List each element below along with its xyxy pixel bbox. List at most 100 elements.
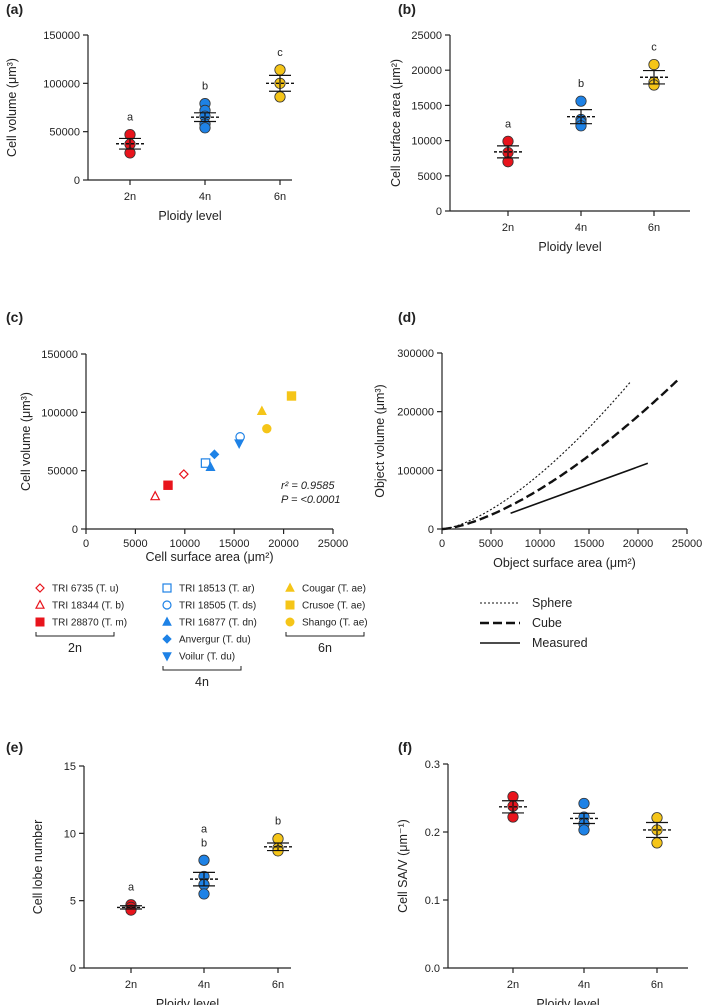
y-tick-label: 300000 bbox=[397, 348, 434, 360]
y-tick-label: 0 bbox=[74, 175, 80, 187]
y-tick-label: 200000 bbox=[397, 407, 434, 419]
y-tick-label: 0 bbox=[70, 963, 76, 975]
y-tick-label: 0.3 bbox=[425, 759, 440, 771]
group-bracket bbox=[285, 632, 365, 637]
legend-entry: TRI 6735 (T. u) bbox=[52, 584, 119, 595]
significance-letter: c bbox=[651, 42, 657, 54]
x-tick-label: 15000 bbox=[574, 538, 605, 550]
p-annotation: P = <0.0001 bbox=[281, 494, 341, 506]
legend-entry: Voilur (T. du) bbox=[179, 652, 235, 663]
y-tick-label: 15000 bbox=[411, 100, 442, 112]
data-point bbox=[163, 480, 173, 490]
significance-letter: a bbox=[505, 118, 512, 130]
legend-marker bbox=[35, 583, 45, 593]
legend-entry: TRI 18513 (T. ar) bbox=[179, 584, 255, 595]
y-tick-label: 50000 bbox=[49, 127, 80, 139]
y-tick-label: 25000 bbox=[411, 30, 442, 42]
y-tick-label: 5 bbox=[70, 896, 76, 908]
x-tick-label: 25000 bbox=[672, 538, 703, 550]
data-point bbox=[651, 812, 663, 824]
panel-label: (c) bbox=[6, 309, 23, 325]
legend-marker bbox=[162, 583, 172, 593]
y-axis bbox=[83, 34, 292, 185]
data-point bbox=[272, 833, 284, 845]
group-label: 2n bbox=[68, 641, 82, 655]
legend-marker bbox=[285, 617, 295, 627]
y-axis bbox=[79, 765, 291, 973]
x-tick-label: 0 bbox=[439, 538, 445, 550]
y-axis-title: Object volume (μm³) bbox=[373, 384, 387, 497]
panel-f: (f) 0.0 0.1 0.2 0.3 2n 4n 6n Ploidy level Cell SA… bbox=[396, 739, 688, 1005]
y-tick-label: 10000 bbox=[411, 136, 442, 148]
significance-letter: c bbox=[277, 47, 283, 59]
data-point bbox=[256, 405, 267, 416]
significance-letter-line: a bbox=[201, 823, 208, 835]
y-tick-label: 0 bbox=[436, 206, 442, 218]
data-point bbox=[648, 58, 660, 71]
legend-marker bbox=[162, 634, 172, 644]
x-tick-label: 6n bbox=[651, 979, 663, 991]
data-point bbox=[149, 490, 161, 501]
series-line-cube bbox=[441, 379, 679, 531]
legend-marker bbox=[35, 617, 45, 627]
panel-a: (a) 0 50000 100000 150000 2n 4n 6n Ploidy level C… bbox=[5, 1, 294, 223]
data-point bbox=[274, 91, 286, 103]
legend-entry: TRI 18344 (T. b) bbox=[52, 601, 124, 612]
y-tick-label: 0.0 bbox=[425, 963, 440, 975]
data-point bbox=[199, 122, 211, 134]
x-axis-title: Ploidy level bbox=[156, 997, 219, 1005]
data-point bbox=[575, 95, 587, 107]
significance-letter-line: b bbox=[201, 837, 207, 849]
panel-label: (e) bbox=[6, 739, 23, 755]
data-point bbox=[234, 439, 245, 449]
y-tick-label: 100000 bbox=[397, 465, 434, 477]
y-tick-label: 0.1 bbox=[425, 895, 440, 907]
x-tick-label: 10000 bbox=[170, 538, 201, 550]
x-tick-label: 4n bbox=[199, 191, 211, 203]
x-tick-label: 4n bbox=[578, 979, 590, 991]
significance-letter: b bbox=[578, 78, 584, 90]
y-tick-label: 0 bbox=[428, 524, 434, 536]
series-line-measured bbox=[510, 462, 649, 514]
data-point bbox=[286, 391, 297, 401]
group-bracket bbox=[35, 632, 115, 637]
r2-annotation: r² = 0.9585 bbox=[281, 480, 335, 492]
y-axis bbox=[443, 763, 688, 973]
x-tick-label: 2n bbox=[124, 191, 136, 203]
data-point bbox=[209, 449, 220, 460]
legend-entry: Cougar (T. ae) bbox=[302, 584, 366, 595]
y-tick-label: 150000 bbox=[41, 349, 78, 361]
x-axis-title: Ploidy level bbox=[536, 997, 599, 1005]
data-point bbox=[262, 423, 272, 434]
x-tick-label: 6n bbox=[648, 222, 660, 234]
axes bbox=[81, 353, 334, 534]
y-tick-label: 0.2 bbox=[425, 827, 440, 839]
significance-letter: b bbox=[202, 81, 208, 93]
y-axis-title: Cell volume (μm³) bbox=[5, 58, 19, 157]
legend-label: Cube bbox=[532, 616, 562, 630]
panel-label: (a) bbox=[6, 1, 23, 17]
y-axis-title: Cell surface area (μm²) bbox=[389, 59, 403, 187]
group-label: 4n bbox=[195, 675, 209, 689]
y-axis-title: Cell SA/V (μm⁻¹) bbox=[396, 819, 410, 913]
y-tick-label: 5000 bbox=[418, 171, 442, 183]
x-tick-label: 6n bbox=[274, 191, 286, 203]
panel-e: (e) 0 5 10 15 2n 4n 6n Ploidy level Cell lobe num… bbox=[6, 739, 292, 1005]
x-tick-label: 20000 bbox=[268, 538, 299, 550]
x-tick-label: 5000 bbox=[479, 538, 503, 550]
data-point bbox=[578, 824, 590, 836]
y-tick-label: 20000 bbox=[411, 65, 442, 77]
legend-marker bbox=[285, 600, 295, 610]
legend-entry: Anvergur (T. du) bbox=[179, 635, 251, 646]
data-point bbox=[198, 888, 210, 900]
legend-c: TRI 6735 (T. u) TRI 18344 (T. b) TRI 28870… bbox=[35, 582, 368, 689]
axes bbox=[437, 352, 688, 534]
panel-d: (d) 0 100000 200000 300000 0 5000 10000 15000 200… bbox=[373, 309, 702, 650]
legend-marker bbox=[285, 582, 295, 592]
y-tick-label: 10 bbox=[64, 828, 76, 840]
data-point bbox=[178, 469, 189, 480]
x-axis-title: Ploidy level bbox=[158, 209, 221, 223]
legend-entry: TRI 16877 (T. dn) bbox=[179, 618, 257, 629]
